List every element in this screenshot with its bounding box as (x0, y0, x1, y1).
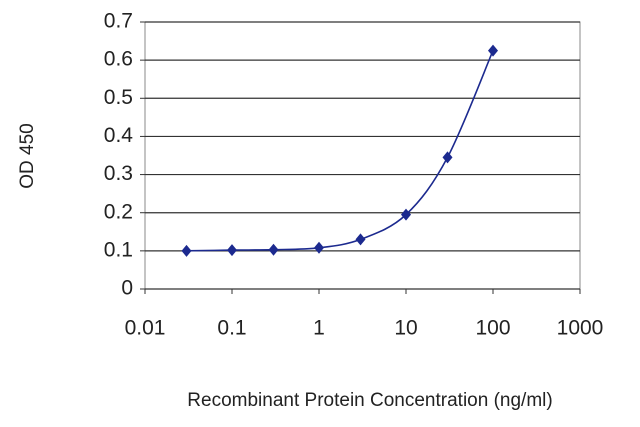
y-tick-label: 0.4 (104, 124, 134, 147)
y-tick-label: 0.3 (104, 162, 133, 185)
data-point (268, 243, 279, 256)
data-point (181, 244, 192, 257)
y-tick-label: 0.7 (104, 10, 133, 33)
x-tick-label: 100 (475, 317, 510, 340)
y-tick-label: 0.6 (104, 48, 133, 71)
x-tick-label: 1 (313, 317, 325, 340)
x-tick-label: 1000 (557, 317, 604, 340)
y-tick-label: 0.2 (104, 200, 133, 223)
plot-area (144, 21, 581, 290)
x-tick-label: 0.01 (125, 317, 166, 340)
x-tick-label: 0.1 (217, 317, 246, 340)
data-point (401, 208, 411, 221)
y-tick-label: 0 (121, 277, 133, 300)
x-tick-label: 10 (394, 317, 417, 340)
y-axis-label: OD 450 (17, 123, 38, 188)
data-point (227, 244, 237, 257)
data-point (355, 233, 366, 246)
x-axis-label: Recombinant Protein Concentration (ng/ml… (187, 390, 552, 411)
data-point (442, 151, 453, 164)
y-tick-label: 0.1 (104, 238, 133, 261)
data-point (314, 241, 324, 254)
y-tick-label: 0.5 (104, 86, 133, 109)
data-point (488, 44, 498, 57)
